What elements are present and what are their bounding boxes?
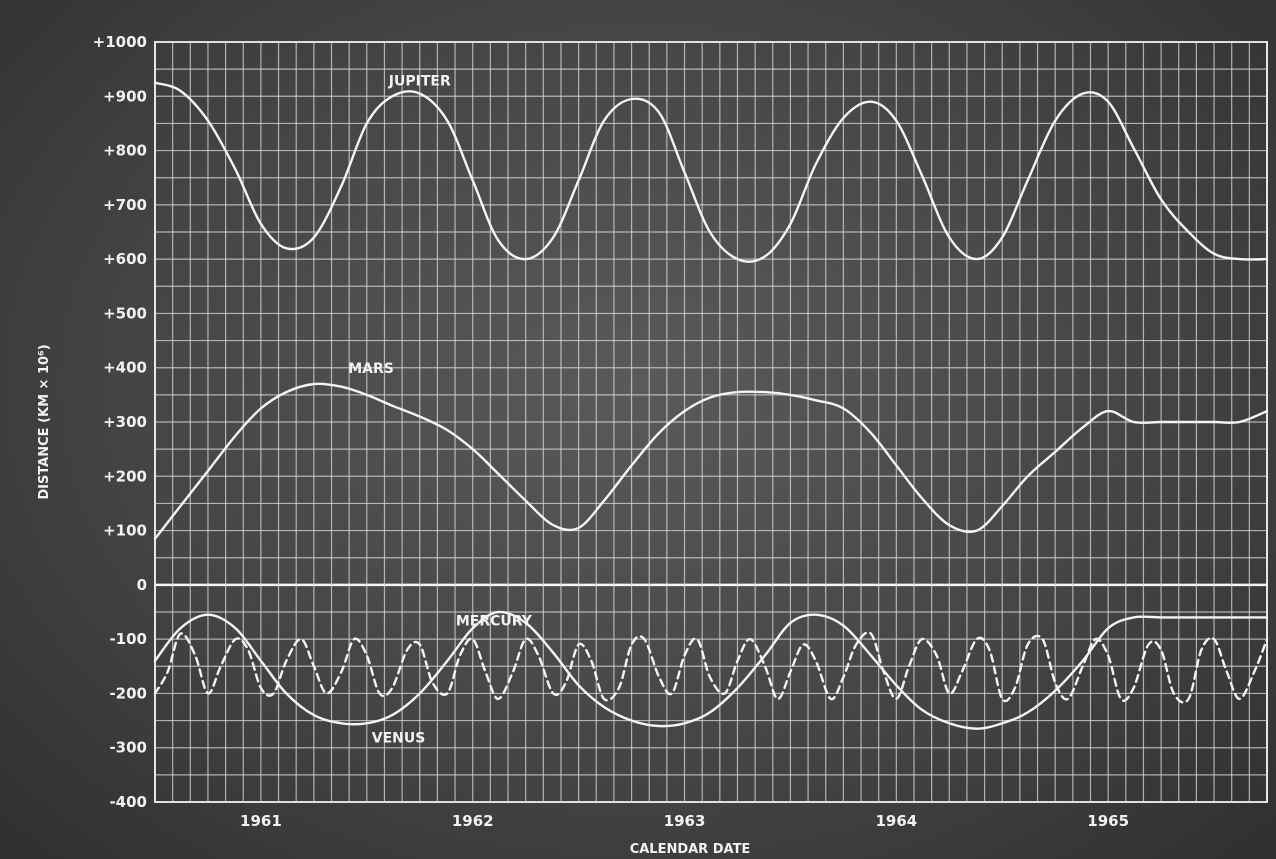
jupiter-series-label: JUPITER	[388, 73, 451, 89]
y-tick-label: +700	[103, 196, 147, 214]
y-axis-title: DISTANCE (KM × 10⁶)	[37, 344, 52, 499]
x-tick-label: 1963	[664, 812, 706, 830]
series-labels: JUPITER MARS MERCURY VENUS	[348, 73, 533, 746]
y-tick-label: +200	[103, 467, 147, 485]
mercury-series-label: MERCURY	[456, 614, 533, 630]
x-tick-label: 1961	[240, 812, 282, 830]
x-axis-title: CALENDAR DATE	[630, 842, 751, 857]
y-tick-label: +500	[103, 304, 147, 322]
y-tick-label: +100	[103, 522, 147, 540]
x-tick-label: 1962	[452, 812, 494, 830]
y-tick-label: +900	[103, 87, 147, 105]
y-tick-label: +1000	[93, 33, 147, 51]
y-tick-label: -200	[109, 684, 147, 702]
y-tick-label: +800	[103, 142, 147, 160]
x-axis-ticks: 1961 1962 1963 1964 1965	[240, 812, 1129, 830]
jupiter-series-line	[153, 81, 1269, 263]
y-tick-label: 0	[137, 576, 147, 594]
x-tick-label: 1964	[875, 812, 917, 830]
y-axis-ticks: +1000+900+800+700+600+500+400+300+200+10…	[93, 33, 147, 811]
series-layer	[153, 81, 1269, 730]
mercury-series-line	[153, 631, 1269, 704]
venus-series-line	[153, 610, 1269, 730]
x-tick-label: 1965	[1087, 812, 1129, 830]
y-tick-label: -100	[109, 630, 147, 648]
y-tick-label: +600	[103, 250, 147, 268]
y-tick-label: +400	[103, 359, 147, 377]
mars-series-label: MARS	[348, 361, 394, 377]
mars-series-line	[153, 382, 1269, 540]
y-tick-label: +300	[103, 413, 147, 431]
y-tick-label: -300	[109, 739, 147, 757]
venus-series-label: VENUS	[372, 730, 426, 746]
y-tick-label: -400	[109, 793, 147, 811]
